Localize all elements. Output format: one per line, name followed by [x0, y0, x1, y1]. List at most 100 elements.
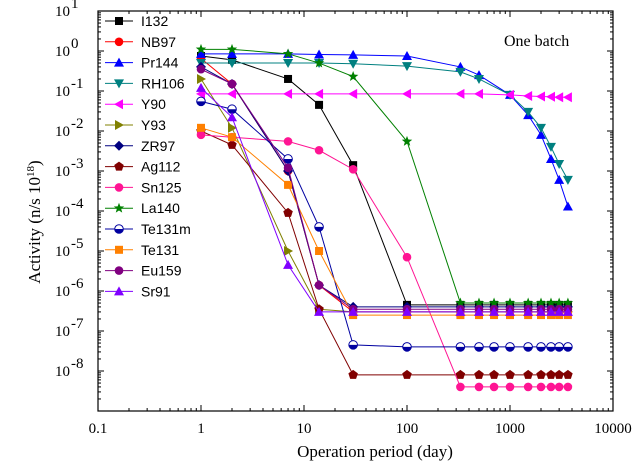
legend-marker-la140 — [113, 202, 125, 213]
data-point-ag112 — [546, 369, 556, 379]
data-point-te131m — [474, 342, 484, 352]
data-point-te131m-fill — [456, 346, 465, 352]
legend-item-te131m: Te131m — [105, 221, 191, 237]
legend-item-y90: Y90 — [105, 96, 166, 112]
data-point-sr91 — [545, 306, 556, 316]
data-point-te131 — [315, 247, 324, 255]
series-la140 — [195, 43, 574, 308]
x-tick-label: 10 — [297, 421, 312, 437]
data-point-y93 — [228, 122, 238, 133]
y-tick-label: 10 — [55, 44, 70, 60]
data-point-sn125 — [505, 382, 515, 392]
data-point-pr144 — [196, 48, 206, 58]
data-point-ag112 — [489, 369, 499, 379]
legend-label-eu159: Eu159 — [141, 263, 182, 279]
y-tick-label: 10 — [55, 124, 70, 140]
y-tick-exponent: -3 — [71, 156, 84, 172]
data-point-sn125 — [456, 382, 465, 392]
legend-marker-rh106 — [114, 79, 124, 89]
data-point-sr91 — [536, 306, 547, 316]
legend-item-te131: Te131 — [105, 242, 179, 258]
data-point-y90 — [314, 88, 324, 99]
data-point-eu159 — [283, 163, 293, 173]
legend-label-sn125: Sn125 — [141, 179, 182, 195]
y-tick-exponent: -8 — [71, 356, 84, 372]
x-tick-label: 1 — [197, 421, 205, 437]
data-point-rh106 — [473, 74, 484, 84]
data-point-te131m-fill — [283, 158, 293, 164]
legend-label-y93: Y93 — [141, 117, 166, 133]
data-point-ag112 — [554, 369, 564, 379]
legend-marker-pr144 — [114, 57, 124, 67]
data-point-sn125 — [314, 145, 324, 155]
data-point-i132 — [315, 100, 324, 109]
data-point-te131 — [228, 133, 237, 142]
data-point-pr144 — [227, 48, 238, 58]
data-point-pr144 — [554, 174, 565, 184]
series-line-zr97 — [200, 66, 568, 308]
data-point-y93 — [284, 246, 294, 256]
y-tick-exponent: -5 — [71, 236, 84, 252]
data-point-rh106 — [283, 59, 294, 69]
data-point-te131m-fill — [505, 346, 515, 352]
data-point-y90 — [505, 89, 514, 100]
data-point-sn125 — [536, 382, 546, 392]
legend-item-ag112: Ag112 — [105, 159, 181, 175]
legend-marker-i132 — [115, 17, 123, 25]
data-point-rh106 — [536, 123, 547, 133]
y-tick-exponent: 0 — [71, 36, 79, 52]
data-point-ag112 — [283, 207, 293, 217]
legend-marker-sn125 — [114, 183, 124, 192]
series-ag112 — [196, 126, 573, 379]
data-point-pr144 — [402, 50, 412, 60]
y-tick-label: 10 — [55, 164, 70, 180]
data-point-pr144 — [348, 49, 359, 59]
data-point-la140 — [282, 48, 294, 59]
y-tick-label: 10 — [55, 204, 70, 220]
series-line-te131 — [200, 127, 568, 316]
legend-label-ag112: Ag112 — [141, 159, 181, 175]
legend-marker-nb97 — [114, 37, 124, 47]
data-point-sr91 — [196, 82, 206, 92]
data-point-sr91 — [227, 112, 238, 122]
data-point-te131m-fill — [563, 346, 573, 352]
data-point-te131m — [546, 342, 556, 352]
data-point-te131m-fill — [402, 346, 412, 352]
data-point-la140 — [545, 297, 557, 308]
data-point-te131m-fill — [536, 346, 546, 352]
data-point-te131m — [554, 342, 564, 352]
data-point-te131m — [455, 342, 466, 352]
data-point-la140 — [504, 297, 516, 308]
data-point-te131m — [505, 342, 515, 352]
y-tick-label: 10 — [55, 284, 70, 300]
data-point-sn125 — [348, 165, 358, 174]
data-point-ag112 — [505, 369, 515, 379]
data-point-te131m — [314, 222, 324, 232]
data-point-la140 — [313, 57, 325, 68]
data-point-sr91 — [283, 259, 294, 269]
legend-label-pr144: Pr144 — [141, 55, 179, 71]
legend-marker-te131m-fill — [114, 229, 124, 234]
data-point-te131m — [227, 104, 237, 115]
data-point-te131m — [283, 154, 293, 164]
data-point-te131m — [402, 342, 412, 352]
data-point-sn125 — [546, 382, 556, 392]
y-tick-exponent: -7 — [71, 316, 84, 332]
data-point-te131m — [563, 342, 573, 352]
data-point-sn125 — [489, 382, 499, 392]
x-tick-label: 10000 — [594, 421, 632, 437]
legend-label-nb97: NB97 — [141, 34, 176, 50]
data-point-te131m-fill — [489, 346, 499, 352]
legend-marker-ag112 — [114, 161, 124, 171]
y-tick-label: 10 — [55, 364, 70, 380]
data-point-la140 — [401, 135, 413, 146]
data-point-sr91 — [348, 306, 359, 316]
data-point-rh106 — [523, 107, 534, 117]
data-point-pr144 — [314, 49, 325, 59]
data-point-rh106 — [545, 142, 556, 152]
data-point-y90 — [545, 91, 555, 102]
data-point-te131m — [523, 342, 533, 352]
series-line-ag112 — [200, 130, 568, 376]
data-point-y90 — [455, 88, 465, 99]
